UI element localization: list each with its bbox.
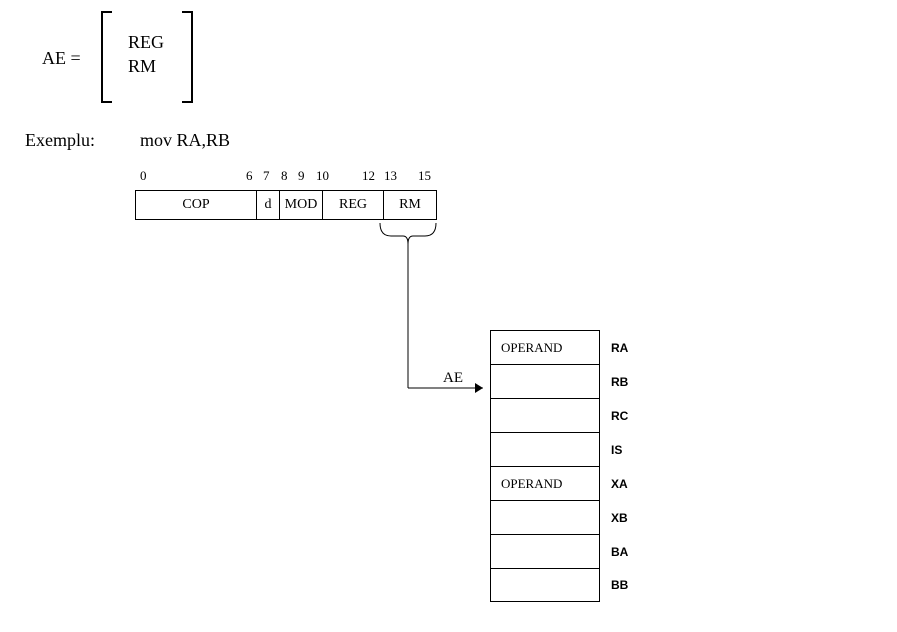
bit-7: 7 bbox=[263, 168, 270, 184]
bit-15: 15 bbox=[418, 168, 431, 184]
bit-10: 10 bbox=[316, 168, 329, 184]
register-row-label: XB bbox=[611, 511, 628, 525]
bit-12: 12 bbox=[362, 168, 375, 184]
bitfield-d: d bbox=[257, 191, 280, 219]
register-cell: RB bbox=[490, 364, 600, 398]
register-table: OPERANDRARBRCISOPERANDXAXBBABB bbox=[490, 330, 600, 602]
bit-6: 6 bbox=[246, 168, 253, 184]
bitfield-reg: REG bbox=[323, 191, 384, 219]
register-cell: OPERANDRA bbox=[490, 330, 600, 364]
register-cell: OPERANDXA bbox=[490, 466, 600, 500]
register-cell: BB bbox=[490, 568, 600, 602]
register-row-label: RA bbox=[611, 341, 628, 355]
bitfield-table: COP d MOD REG RM bbox=[135, 190, 437, 220]
ae-equals-label: AE = bbox=[42, 48, 81, 69]
ae-item-rm: RM bbox=[128, 56, 156, 77]
example-instruction: mov RA,RB bbox=[140, 130, 230, 151]
example-label: Exemplu: bbox=[25, 130, 95, 151]
ae-arrow-label: AE bbox=[443, 370, 463, 387]
register-row-label: BA bbox=[611, 545, 628, 559]
bracket-left bbox=[100, 10, 114, 104]
bitfield-cop: COP bbox=[136, 191, 257, 219]
register-row-label: RB bbox=[611, 375, 628, 389]
bitfield-rm: RM bbox=[384, 191, 436, 219]
bracket-right bbox=[180, 10, 194, 104]
bit-0: 0 bbox=[140, 168, 147, 184]
register-row-label: RC bbox=[611, 409, 628, 423]
register-row-label: IS bbox=[611, 443, 622, 457]
register-cell: XB bbox=[490, 500, 600, 534]
bit-8: 8 bbox=[281, 168, 288, 184]
register-row-label: BB bbox=[611, 578, 628, 592]
register-cell-content: OPERAND bbox=[501, 340, 562, 356]
bit-9: 9 bbox=[298, 168, 305, 184]
bit-13: 13 bbox=[384, 168, 397, 184]
bitfield-mod: MOD bbox=[280, 191, 323, 219]
ae-item-reg: REG bbox=[128, 32, 164, 53]
register-cell: RC bbox=[490, 398, 600, 432]
register-cell: BA bbox=[490, 534, 600, 568]
register-cell-content: OPERAND bbox=[501, 476, 562, 492]
register-cell: IS bbox=[490, 432, 600, 466]
register-row-label: XA bbox=[611, 477, 628, 491]
